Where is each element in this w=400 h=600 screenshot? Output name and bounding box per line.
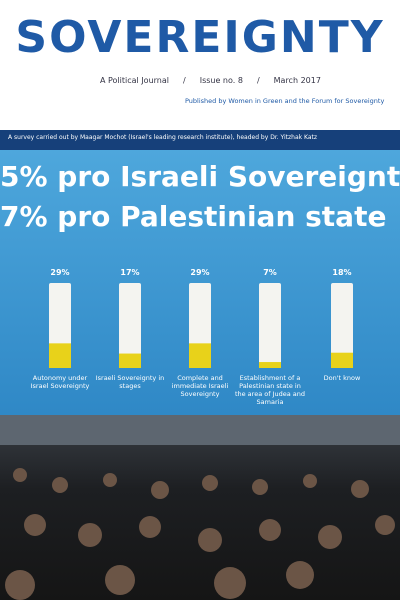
bar: [119, 353, 141, 368]
bar: [331, 352, 353, 368]
chart-panel: [0, 150, 400, 415]
subtitle-part: /: [183, 76, 186, 85]
publisher: Published by Women in Green and the Foru…: [185, 97, 385, 105]
headline: 7% pro Palestinian state: [0, 200, 387, 233]
bar: [49, 343, 71, 368]
subtitle-part: March 2017: [273, 76, 321, 85]
value-label: 29%: [190, 268, 210, 277]
value-label: 18%: [332, 268, 352, 277]
bar: [259, 362, 281, 368]
crowd: [0, 415, 400, 600]
stage: [0, 415, 400, 445]
subtitle: A Political Journal / Issue no. 8 / Marc…: [100, 76, 321, 85]
category-label: Autonomy under Israel Sovereignty: [30, 374, 90, 390]
subtitle-part: Issue no. 8: [199, 76, 243, 85]
subtitle-part: /: [256, 76, 260, 85]
tube: [259, 283, 281, 368]
subtitle-part: A Political Journal: [100, 76, 169, 85]
category-label: Establishment of a Palestinian state in …: [234, 374, 306, 406]
bar: [189, 343, 211, 368]
tube: [331, 283, 353, 368]
category-label: Israeli Sovereignty in stages: [95, 374, 165, 390]
value-label: 29%: [50, 268, 70, 277]
banner: A survey carried out by Maagar Mochot (I…: [0, 130, 400, 150]
category-label: Complete and immediate Israeli Sovereign…: [171, 374, 229, 398]
tube: [119, 283, 141, 368]
masthead: SOVEREIGNTY: [15, 12, 385, 63]
value-label: 17%: [120, 268, 140, 277]
heads: [5, 468, 395, 600]
category-label: Don't know: [323, 374, 361, 382]
headline: 5% pro Israeli Sovereignty: [0, 160, 400, 193]
crowd-photo: [0, 415, 400, 600]
value-label: 7%: [263, 268, 277, 277]
